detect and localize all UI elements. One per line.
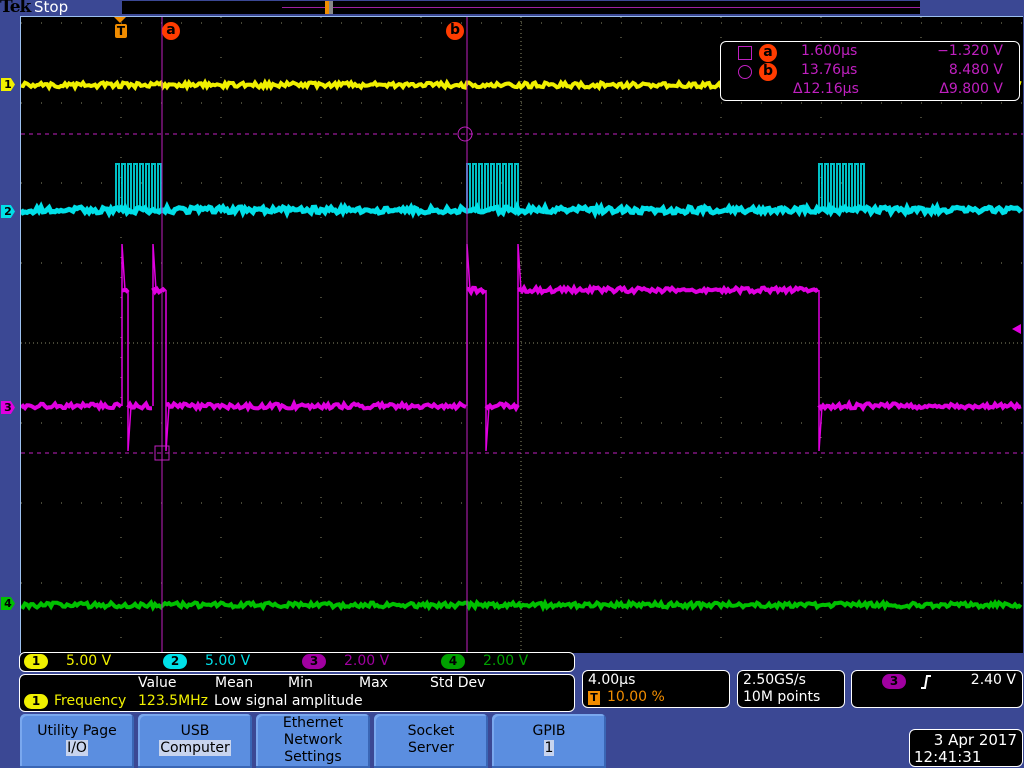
channel-1-scale[interactable]: 5.00 V <box>66 653 111 669</box>
channel-4-marker[interactable]: 4 <box>1 597 15 610</box>
trigger-arrow-icon <box>114 17 126 23</box>
trigger-position-icon: T <box>588 691 600 705</box>
button-label: Utility Page <box>20 723 134 740</box>
channel-3-trace <box>518 288 818 293</box>
button-value: 1 <box>544 740 555 756</box>
channel-2-trace <box>21 207 1021 213</box>
channel-3-scale[interactable]: 2.00 V <box>344 653 389 669</box>
gpib-button[interactable]: GPIB 1 <box>492 714 606 768</box>
channel-3-trace <box>21 404 121 409</box>
channel-2-marker[interactable]: 2 <box>1 205 15 218</box>
button-label: Network <box>256 732 370 749</box>
socket-server-button[interactable]: Socket Server <box>374 714 488 768</box>
channel-3-trace <box>819 404 1021 409</box>
cursor-a-badge: a <box>759 44 777 62</box>
utility-page-button[interactable]: Utility Page I/O <box>20 714 134 768</box>
channel-1-badge[interactable]: 1 <box>24 654 48 669</box>
channel-3-edge <box>486 290 489 451</box>
measurement-name: Frequency <box>54 693 126 709</box>
datetime-panel: 3 Apr 2017 12:41:31 <box>909 729 1023 767</box>
header-std-dev: Std Dev <box>430 675 485 691</box>
cursor-b-time: 13.76µs <box>801 62 857 78</box>
trigger-source-badge: 3 <box>882 674 906 689</box>
cursor-delta-time: Δ12.16µs <box>793 81 859 97</box>
header-max: Max <box>359 675 388 691</box>
channel-3-edge <box>153 244 156 406</box>
channel-3-trace <box>166 404 466 409</box>
record-length: 10M points <box>743 689 820 705</box>
channel-3-edge <box>819 290 822 451</box>
circle-icon <box>738 65 752 79</box>
time: 12:41:31 <box>910 749 1022 766</box>
brand-logo: Tek <box>0 0 30 17</box>
cursor-readout: a 1.600µs −1.320 V b 13.76µs 8.480 V Δ12… <box>720 41 1020 101</box>
cursor-delta-voltage: Δ9.800 V <box>939 81 1003 97</box>
measurement-channel-badge: 1 <box>24 694 48 709</box>
button-label: Settings <box>256 749 370 766</box>
button-value: I/O <box>66 740 88 756</box>
button-value: Computer <box>159 740 231 756</box>
record-view-bar[interactable] <box>122 1 920 14</box>
rising-edge-icon <box>920 675 932 689</box>
record-window-line <box>282 7 920 8</box>
acquisition-panel[interactable]: 2.50GS/s 10M points <box>737 670 845 708</box>
cursor-b-badge: b <box>759 63 777 81</box>
measurement-note: Low signal amplitude <box>214 693 363 709</box>
channel-2-scale[interactable]: 5.00 V <box>205 653 250 669</box>
channel-2-badge[interactable]: 2 <box>163 654 187 669</box>
button-label: Socket <box>374 723 488 740</box>
button-label: Ethernet <box>256 715 370 732</box>
view-position-icon <box>329 1 333 14</box>
sample-rate: 2.50GS/s <box>743 672 806 688</box>
cursor-b-label[interactable]: b <box>446 22 464 40</box>
cursor-a-label[interactable]: a <box>162 22 180 40</box>
trigger-position-marker[interactable]: T <box>115 24 127 38</box>
channel-1-marker[interactable]: 1 <box>1 78 15 91</box>
channel-4-badge[interactable]: 4 <box>441 654 465 669</box>
channel-3-edge <box>166 290 169 451</box>
button-label: Server <box>374 740 488 757</box>
waveform-display[interactable] <box>20 16 1023 653</box>
channel-4-trace <box>21 603 1021 608</box>
horizontal-panel[interactable]: 4.00µs T 10.00 % <box>582 670 730 708</box>
trigger-panel[interactable]: 3 2.40 V <box>851 670 1023 708</box>
square-icon <box>738 46 752 60</box>
channel-3-edge <box>122 244 125 406</box>
header-min: Min <box>288 675 313 691</box>
channel-scale-bar: 1 5.00 V 2 5.00 V 3 2.00 V 4 2.00 V <box>19 652 575 672</box>
horizontal-scale: 4.00µs <box>588 672 635 688</box>
channel-2-burst <box>116 164 161 210</box>
channel-3-trace <box>153 288 165 292</box>
channel-2-burst <box>819 164 864 210</box>
button-label: USB <box>138 723 252 740</box>
ethernet-network-settings-button[interactable]: Ethernet Network Settings <box>256 714 370 768</box>
button-label: GPIB <box>492 723 606 740</box>
channel-4-scale[interactable]: 2.00 V <box>483 653 528 669</box>
channel-2-burst <box>467 164 518 210</box>
date: 3 Apr 2017 <box>910 732 1022 749</box>
acquisition-status: Stop <box>34 0 68 16</box>
header-value: Value <box>138 675 176 691</box>
channel-3-edge <box>128 290 131 451</box>
graticule-svg <box>21 17 1023 653</box>
header-mean: Mean <box>215 675 253 691</box>
cursor-b-voltage: 8.480 V <box>949 62 1003 78</box>
cursor-a-time: 1.600µs <box>801 43 857 59</box>
channel-3-trace <box>486 404 518 409</box>
trigger-position: 10.00 % <box>607 689 665 705</box>
top-status-bar: Tek Stop <box>0 0 1024 16</box>
channel-3-badge[interactable]: 3 <box>302 654 326 669</box>
cursor-a-voltage: −1.320 V <box>937 43 1003 59</box>
measurement-panel[interactable]: Value Mean Min Max Std Dev 1 Frequency 1… <box>19 674 575 712</box>
measurement-value: 123.5MHz <box>138 693 208 709</box>
channel-3-trace <box>122 290 128 292</box>
trigger-level-icon[interactable] <box>1012 324 1021 334</box>
trigger-level: 2.40 V <box>971 672 1016 688</box>
channel-3-marker[interactable]: 3 <box>1 401 15 414</box>
usb-button[interactable]: USB Computer <box>138 714 252 768</box>
